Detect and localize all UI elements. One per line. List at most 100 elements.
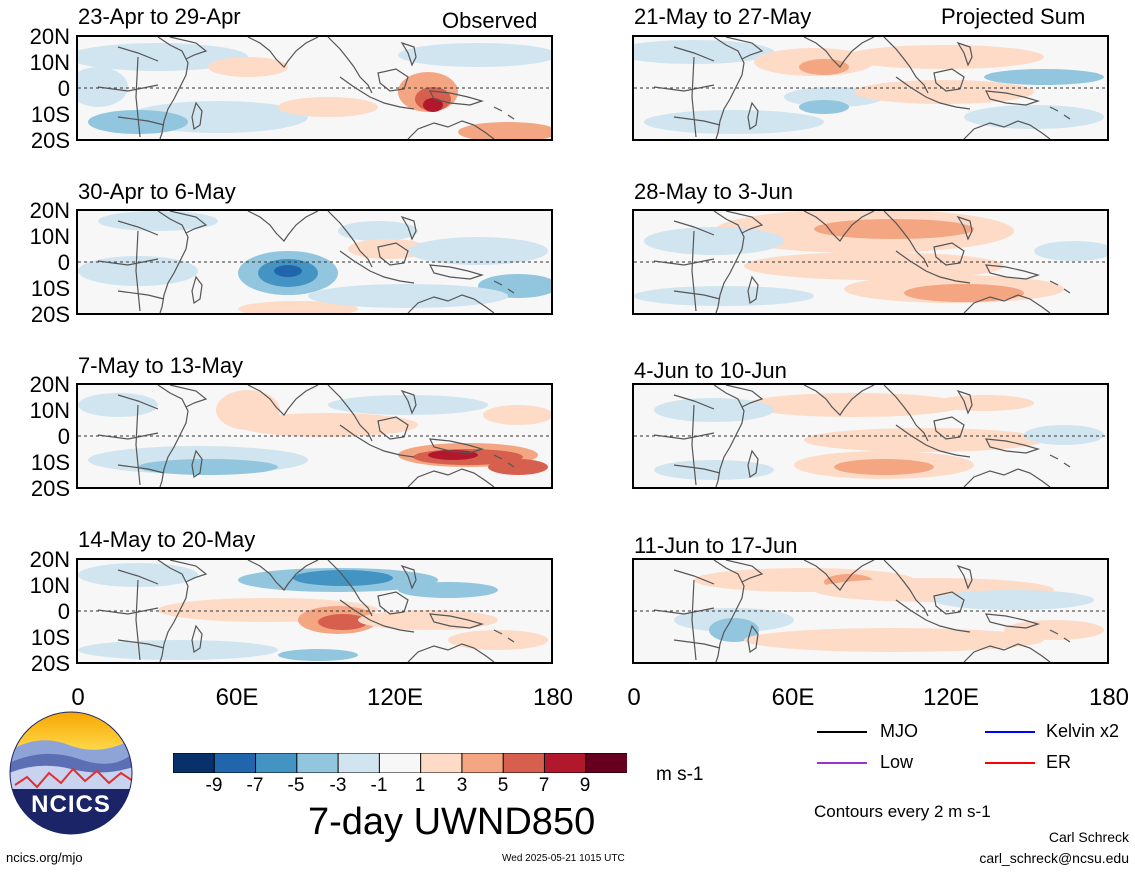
map-panel-5 (76, 383, 553, 489)
coastline (803, 211, 875, 242)
coastline (327, 385, 373, 442)
colorbar-swatch (543, 752, 587, 774)
coastline (984, 90, 1041, 106)
coastline (407, 468, 495, 487)
coastline (339, 250, 415, 284)
anomaly-region (934, 590, 1094, 610)
colorbar-swatch (378, 752, 422, 774)
anomaly-region (318, 614, 368, 630)
coastline (428, 438, 485, 454)
anomaly-region (398, 582, 498, 598)
coastline (653, 220, 721, 312)
legend-line-er (985, 762, 1035, 764)
colorbar-swatch (502, 752, 546, 774)
panel-title-6: 4-Jun to 10-Jun (634, 358, 787, 383)
anomaly-region (423, 98, 443, 112)
legend-line-low (817, 762, 867, 764)
colorbar-swatch (213, 752, 257, 774)
anomaly-region (654, 398, 774, 422)
coastline (747, 449, 759, 479)
lat-label: 10N (29, 224, 70, 249)
coastline (956, 215, 973, 241)
coastline (933, 242, 965, 266)
lat-label: 20N (29, 198, 70, 223)
coastline (747, 101, 759, 131)
lat-label: 10N (29, 573, 70, 598)
coastline (653, 46, 721, 138)
lat-label: 20S (30, 302, 70, 327)
anomaly-region (744, 628, 1044, 652)
coastline (883, 211, 929, 268)
coastline (963, 294, 1051, 313)
anomaly-region (654, 460, 774, 480)
panel-title-2: 21-May to 27-May (634, 4, 812, 29)
coastline (956, 41, 973, 67)
anomaly-region (274, 265, 302, 277)
colorbar-tick-label: -7 (246, 775, 264, 796)
coastline (407, 294, 495, 313)
anomaly-region (458, 122, 551, 139)
coastline (493, 454, 515, 468)
ncics-logo: NCICS (9, 711, 133, 835)
coastline (725, 211, 764, 234)
coastline (895, 599, 971, 633)
coastline (963, 468, 1051, 487)
anomaly-region (348, 239, 428, 259)
coastline (428, 90, 485, 106)
coastline (895, 424, 971, 458)
coastline (883, 560, 929, 617)
anomaly-region (78, 563, 198, 587)
colorbar-swatch (296, 752, 340, 774)
coastline (191, 275, 203, 305)
anomaly-region (358, 610, 498, 630)
anomaly-field (634, 385, 1107, 487)
lat-label: 20N (29, 372, 70, 397)
lon-label: 180 (1088, 684, 1130, 711)
anomaly-region (448, 630, 548, 650)
colorbar-units: m s-1 (656, 764, 704, 785)
footer-url: ncics.org/mjo (6, 850, 83, 865)
coastline (428, 264, 485, 280)
coastline (169, 560, 208, 583)
legend-label-kelvin: Kelvin x2 (1046, 721, 1120, 741)
colorbar-swatches (172, 752, 629, 774)
anomaly-region (238, 413, 418, 437)
anomaly-region (904, 284, 1024, 302)
lat-label: 0 (57, 76, 70, 101)
panel-title-8: 11-Jun to 17-Jun (634, 533, 798, 558)
anomaly-region (799, 100, 849, 114)
anomaly-region (644, 110, 824, 134)
logo-text: NCICS (31, 791, 111, 818)
anomaly-field (78, 211, 551, 313)
lon-label: 0 (71, 684, 85, 711)
colorbar-swatch (172, 752, 216, 774)
map-panel-8 (632, 558, 1109, 664)
anomaly-region (278, 97, 378, 117)
coastline (247, 211, 319, 242)
colorbar-tick-label: -5 (287, 775, 305, 796)
lat-label: 20S (30, 128, 70, 153)
anomaly-region (854, 80, 1034, 104)
coastline (956, 564, 973, 590)
anomaly-field (634, 211, 1107, 313)
coastline (400, 215, 417, 241)
lon-label: 60E (215, 684, 259, 711)
ncics-logo-icon (9, 711, 133, 835)
map-panel-2 (632, 35, 1109, 141)
lon-label: 60E (771, 684, 815, 711)
anomaly-region (634, 40, 774, 64)
anomaly-region (78, 67, 128, 107)
footer-author: Carl Schreck (1048, 829, 1129, 845)
anomaly-region (208, 57, 288, 77)
coastline (400, 564, 417, 590)
panel-tag-projected: Projected Sum (941, 4, 1086, 29)
contour-note: Contours every 2 m s-1 (814, 802, 991, 821)
coastline (327, 211, 373, 268)
colorbar-tick-label: 1 (414, 775, 426, 796)
anomaly-region (278, 649, 358, 661)
coastline (956, 389, 973, 415)
anomaly-region (483, 405, 551, 425)
anomaly-region (328, 395, 488, 415)
anomaly-region (744, 393, 964, 417)
legend-label-mjo: MJO (880, 721, 918, 741)
